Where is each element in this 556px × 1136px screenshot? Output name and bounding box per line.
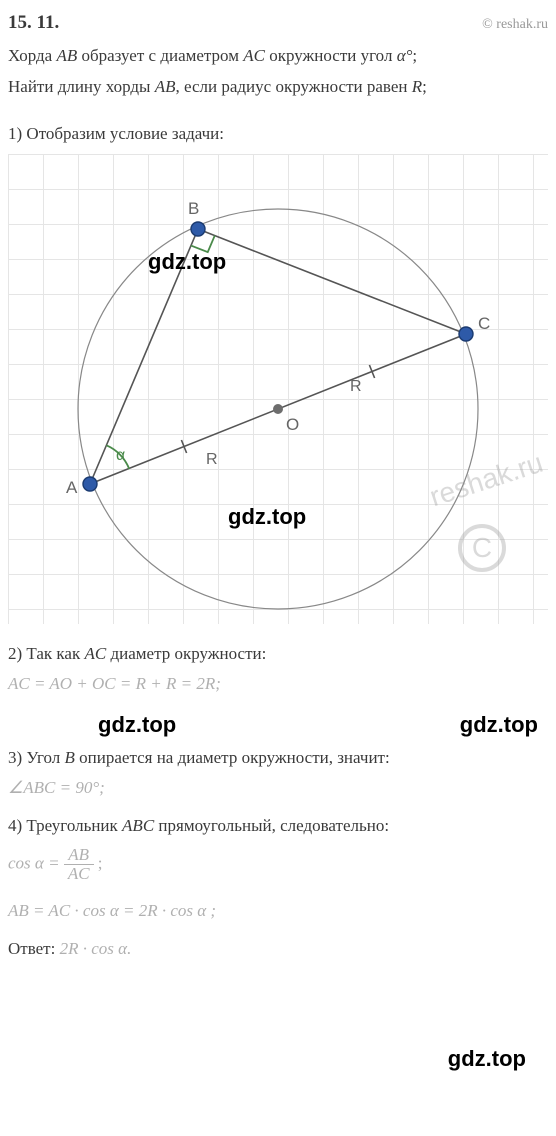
watermark-gdz: gdz.top [448,1046,526,1072]
sym-abc: ABC [122,816,154,835]
step-3: 3) Угол B опирается на диаметр окружност… [8,748,548,768]
t: 4) Треугольник [8,816,122,835]
frac-den: AC [64,865,94,883]
frac-num: AB [64,846,94,865]
t: Хорда [8,46,56,65]
t: ; [422,77,427,96]
svg-text:B: B [188,199,199,218]
step-1: 1) Отобразим условие задачи: [8,124,548,144]
svg-text:A: A [66,478,78,497]
watermark-gdz: gdz.top [460,712,538,738]
intro-line-1: Хорда AB образует с диаметром AC окружно… [8,42,548,69]
t: окружности угол [265,46,397,65]
sym-r: R [412,77,422,96]
t: образует с диаметром [77,46,243,65]
sym-b: B [65,748,75,767]
t: ; [412,46,417,65]
t: 3) Угол [8,748,65,767]
sym-ab: AB [155,77,176,96]
step-2: 2) Так как AC диаметр окружности: [8,644,548,664]
copyright: © reshak.ru [482,17,548,33]
svg-text:O: O [286,415,299,434]
t: опирается на диаметр окружности, значит: [75,748,390,767]
t: 2) Так как [8,644,84,663]
sym-ab: AB [56,46,77,65]
answer-row: Ответ: 2R · cos α. [8,939,548,959]
sym-ac: AC [243,46,265,65]
step-4-frac: cos α = ABAC ; [8,846,548,883]
problem-number: 15. 11. [8,12,59,34]
intro-line-2: Найти длину хорды AB, если радиус окружн… [8,73,548,100]
header-row: 15. 11. © reshak.ru [8,12,548,34]
answer-value: 2R · cos α. [55,939,131,958]
step-4: 4) Треугольник ABC прямоугольный, следов… [8,816,548,836]
t: , если радиус окружности равен [176,77,412,96]
svg-text:R: R [350,378,362,395]
step-4-eq2: AB = AC · cos α = 2R · cos α ; [8,901,548,921]
t: диаметр окружности: [106,644,266,663]
t: прямоугольный, следовательно: [154,816,389,835]
step-2-eq: AC = AO + OC = R + R = 2R; [8,674,548,694]
watermark-gdz: gdz.top [148,249,226,275]
step-3-eq: ∠ABC = 90°; [8,778,548,798]
svg-text:R: R [206,451,218,468]
sym-alpha: α° [397,46,413,65]
t: ; [94,854,103,873]
t: Найти длину хорды [8,77,155,96]
fraction: ABAC [64,846,94,883]
t: cos α = [8,854,64,873]
svg-text:α: α [116,447,125,464]
watermark-gdz: gdz.top [228,504,306,530]
figure: ABCORRα gdz.top gdz.top reshak.ru C [8,154,548,624]
sym-ac: AC [84,644,106,663]
answer-label: Ответ: [8,939,55,958]
watermark-c-text: C [472,532,492,564]
watermark-gdz: gdz.top [98,712,176,738]
mid-watermark-row: gdz.top gdz.top [8,712,548,748]
svg-text:C: C [478,314,490,333]
